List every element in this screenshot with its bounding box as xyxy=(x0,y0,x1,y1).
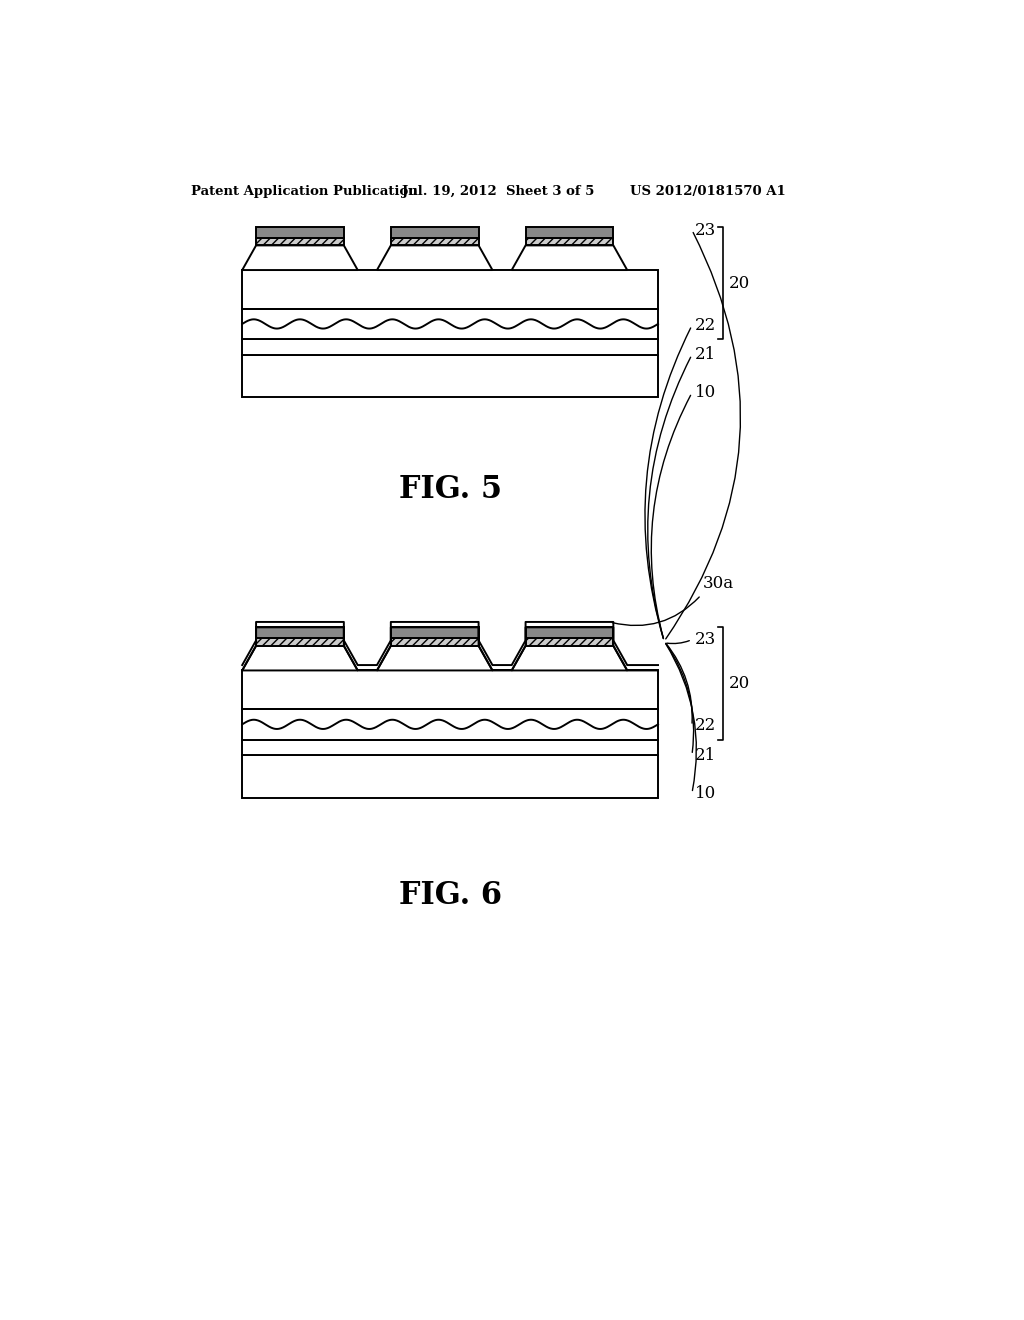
Text: 23: 23 xyxy=(695,631,716,648)
Polygon shape xyxy=(391,627,478,638)
Text: 10: 10 xyxy=(695,785,716,801)
Polygon shape xyxy=(243,645,357,671)
Polygon shape xyxy=(525,627,613,638)
Polygon shape xyxy=(256,238,344,246)
Polygon shape xyxy=(525,238,613,246)
Text: Patent Application Publication: Patent Application Publication xyxy=(190,185,418,198)
Polygon shape xyxy=(391,227,478,238)
Bar xyxy=(243,755,658,797)
Polygon shape xyxy=(256,638,344,645)
Bar xyxy=(243,355,658,397)
Polygon shape xyxy=(377,246,493,271)
Bar xyxy=(243,309,658,339)
Bar xyxy=(243,709,658,739)
Text: Jul. 19, 2012  Sheet 3 of 5: Jul. 19, 2012 Sheet 3 of 5 xyxy=(401,185,594,198)
Polygon shape xyxy=(512,645,628,671)
Text: 21: 21 xyxy=(695,346,716,363)
Polygon shape xyxy=(256,627,344,638)
Polygon shape xyxy=(391,238,478,246)
Text: 23: 23 xyxy=(695,222,716,239)
Polygon shape xyxy=(525,638,613,645)
Text: US 2012/0181570 A1: US 2012/0181570 A1 xyxy=(630,185,785,198)
Bar xyxy=(243,271,658,309)
Polygon shape xyxy=(525,227,613,238)
Text: FIG. 5: FIG. 5 xyxy=(398,474,502,506)
Text: 20: 20 xyxy=(729,675,751,692)
Bar xyxy=(243,339,658,355)
Bar xyxy=(243,739,658,755)
Bar xyxy=(243,671,658,709)
Text: 22: 22 xyxy=(695,317,716,334)
Text: 30a: 30a xyxy=(702,576,734,591)
Text: 21: 21 xyxy=(695,747,716,764)
Text: 22: 22 xyxy=(695,717,716,734)
Text: FIG. 6: FIG. 6 xyxy=(398,880,502,911)
Polygon shape xyxy=(377,645,493,671)
Text: 10: 10 xyxy=(695,384,716,401)
Polygon shape xyxy=(256,227,344,238)
Polygon shape xyxy=(391,638,478,645)
Text: 20: 20 xyxy=(729,275,751,292)
Polygon shape xyxy=(512,246,628,271)
Polygon shape xyxy=(243,246,357,271)
